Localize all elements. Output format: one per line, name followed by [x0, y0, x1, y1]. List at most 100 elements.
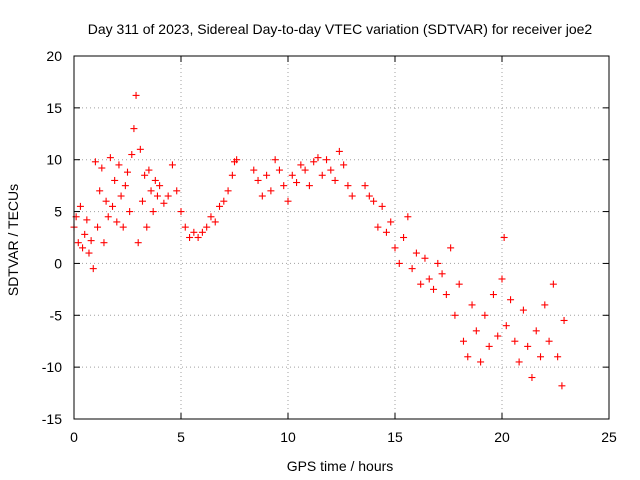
data-point: [284, 197, 292, 205]
data-point: [113, 218, 121, 226]
plot-frame: [73, 55, 610, 420]
data-point: [549, 280, 557, 288]
data-point: [220, 197, 228, 205]
data-point: [216, 202, 224, 210]
data-point: [164, 192, 172, 200]
data-point: [74, 239, 82, 247]
data-point: [263, 171, 271, 179]
data-point: [194, 234, 202, 241]
x-tick-label: 5: [177, 429, 185, 445]
data-point: [94, 223, 102, 231]
y-tick-label: 0: [54, 255, 62, 271]
data-point: [408, 265, 416, 273]
data-point: [305, 182, 313, 190]
data-point: [519, 306, 527, 314]
data-point: [323, 156, 331, 164]
data-point: [500, 234, 508, 241]
data-point: [198, 228, 206, 236]
data-point: [442, 291, 450, 299]
data-point: [434, 259, 442, 267]
data-point: [485, 342, 493, 350]
data-point: [297, 161, 305, 169]
y-tick-label: -5: [50, 307, 63, 323]
data-point: [464, 353, 472, 361]
data-point: [481, 311, 489, 319]
data-point: [318, 171, 326, 179]
data-point: [250, 166, 258, 174]
data-point: [233, 156, 241, 164]
data-point: [85, 249, 93, 257]
data-point: [477, 358, 485, 366]
data-point: [554, 353, 562, 361]
axis-ticks: 0 5 10 15 20 25 -15 -10 -5 0 5 10 15 20: [42, 48, 617, 445]
data-point: [117, 192, 125, 200]
data-point: [447, 244, 455, 252]
data-point: [102, 197, 110, 205]
data-point: [344, 182, 352, 190]
data-point: [91, 158, 99, 166]
x-axis-label: GPS time / hours: [287, 458, 394, 474]
data-point: [76, 202, 84, 210]
chart-title: Day 311 of 2023, Sidereal Day-to-day VTE…: [88, 21, 593, 37]
data-point: [121, 182, 129, 190]
data-point: [203, 223, 211, 231]
data-point: [400, 234, 408, 241]
data-point: [301, 166, 309, 174]
data-point: [145, 166, 153, 174]
data-point: [275, 166, 283, 174]
data-point: [374, 223, 382, 231]
data-point: [136, 145, 144, 153]
y-tick-label: 5: [54, 204, 62, 220]
data-point: [545, 337, 553, 345]
data-point: [254, 176, 262, 184]
data-point: [147, 187, 155, 195]
data-point: [404, 213, 412, 221]
data-point: [361, 182, 369, 190]
y-tick-label: 15: [46, 100, 62, 116]
data-point: [190, 228, 198, 236]
data-point: [425, 275, 433, 283]
data-point: [489, 291, 497, 299]
data-point: [340, 161, 348, 169]
data-point: [111, 176, 119, 184]
data-point: [138, 197, 146, 205]
y-axis-label: SDTVAR / TECUs: [5, 184, 21, 296]
data-point: [507, 296, 515, 304]
data-point: [382, 228, 390, 236]
data-points: [70, 91, 568, 390]
data-point: [153, 192, 161, 200]
data-point: [395, 259, 403, 267]
data-point: [502, 322, 510, 330]
data-point: [532, 327, 540, 335]
data-point: [126, 208, 134, 216]
x-tick-label: 25: [601, 429, 617, 445]
data-point: [143, 223, 151, 231]
data-point: [106, 154, 114, 162]
data-point: [524, 342, 532, 350]
data-point: [417, 280, 425, 288]
data-point: [430, 285, 438, 293]
data-point: [89, 265, 97, 273]
data-point: [79, 244, 87, 252]
data-point: [370, 197, 378, 205]
grid-lines: [74, 56, 609, 419]
data-point: [438, 270, 446, 278]
data-point: [288, 171, 296, 179]
data-point: [459, 337, 467, 345]
data-point: [528, 374, 536, 382]
data-point: [83, 216, 91, 224]
data-point: [472, 327, 480, 335]
data-point: [130, 125, 138, 133]
data-point: [280, 182, 288, 190]
data-point: [134, 239, 142, 247]
data-point: [331, 176, 339, 184]
data-point: [314, 154, 322, 162]
data-point: [119, 223, 127, 231]
data-point: [109, 202, 117, 210]
x-tick-label: 20: [494, 429, 510, 445]
data-point: [541, 301, 549, 309]
data-point: [348, 192, 356, 200]
data-point: [387, 218, 395, 226]
x-tick-label: 0: [70, 429, 78, 445]
